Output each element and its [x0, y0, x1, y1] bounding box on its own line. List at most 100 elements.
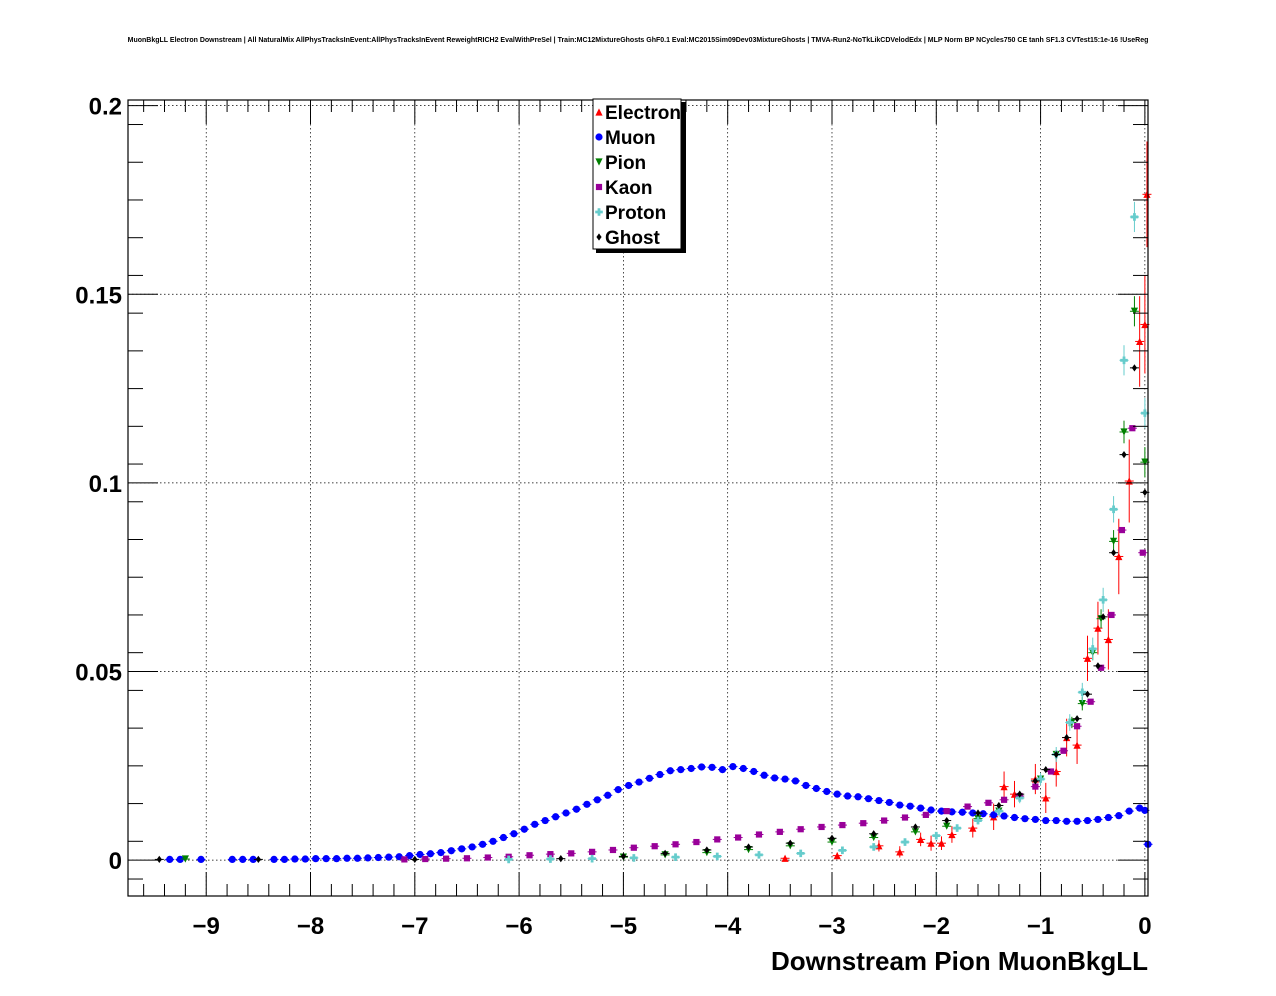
legend-label-ghost: Ghost: [605, 228, 661, 249]
data-point-electron: [781, 854, 789, 862]
data-point-muon: [937, 807, 946, 815]
data-point-muon: [1125, 807, 1133, 815]
data-point-pion: [870, 833, 878, 842]
data-point-muon: [374, 853, 382, 862]
data-point-muon: [625, 781, 633, 790]
data-point-muon: [614, 786, 622, 794]
data-point-kaon: [630, 844, 637, 851]
data-point-muon: [405, 852, 414, 860]
data-point-ghost: [156, 855, 162, 864]
data-point-ghost: [558, 855, 564, 863]
x-tick-label: −2: [923, 913, 950, 940]
data-point-muon: [1115, 812, 1123, 820]
data-point-muon: [166, 855, 174, 864]
data-point-ghost: [1032, 777, 1038, 785]
data-point-ghost: [1142, 488, 1148, 496]
data-point-proton: [671, 853, 680, 861]
data-point-electron: [833, 852, 841, 860]
data-point-ghost: [829, 834, 835, 842]
data-point-kaon: [818, 823, 825, 831]
data-point-pion: [1109, 537, 1118, 545]
data-point-ghost: [1100, 613, 1106, 621]
data-point-ghost: [996, 801, 1002, 810]
data-point-proton: [796, 849, 805, 858]
y-tick-label: 0: [109, 848, 122, 875]
data-point-kaon: [1129, 425, 1136, 432]
data-point-ghost: [975, 809, 981, 817]
data-point-electron: [1094, 624, 1102, 632]
y-tick-label: 0.2: [89, 94, 122, 121]
data-point-proton: [630, 854, 638, 862]
data-point-kaon: [422, 855, 429, 863]
data-point-muon: [979, 810, 987, 818]
data-point-kaon: [901, 814, 909, 821]
data-point-ghost: [1017, 790, 1023, 798]
data-point-kaon: [797, 826, 804, 833]
data-point-muon: [927, 806, 935, 814]
data-point-pion: [911, 828, 920, 836]
data-point-muon: [917, 804, 925, 812]
data-point-proton: [869, 843, 878, 851]
data-point-ghost: [1053, 750, 1059, 759]
data-point-ghost: [662, 849, 668, 857]
data-point-muon: [948, 808, 956, 816]
data-point-muon: [322, 855, 330, 863]
data-point-pion: [943, 822, 951, 830]
data-point-muon: [875, 796, 883, 805]
data-point-ghost: [1043, 766, 1049, 774]
data-point-ghost: [1121, 451, 1127, 459]
data-point-muon: [844, 792, 852, 800]
data-point-muon: [270, 855, 278, 864]
x-tick-label: −3: [818, 913, 845, 940]
data-point-muon: [426, 850, 435, 858]
data-point-kaon: [735, 834, 742, 841]
data-point-muon: [645, 774, 654, 782]
legend-label-muon: Muon: [605, 128, 656, 149]
data-point-electron: [1104, 635, 1112, 644]
legend: Electron Muon Pion Kaon Proton Ghost: [592, 98, 686, 253]
data-point-muon: [990, 811, 998, 819]
data-point-muon: [541, 816, 549, 825]
data-point-muon: [760, 771, 768, 779]
data-point-proton: [1088, 645, 1097, 653]
legend-box: [592, 98, 682, 250]
data-point-ghost: [255, 855, 261, 864]
data-point-muon: [896, 801, 904, 809]
data-point-ghost: [1110, 549, 1117, 557]
data-point-muon: [1021, 815, 1029, 823]
data-point-muon: [489, 837, 497, 845]
data-point-muon: [1083, 816, 1092, 825]
data-point-muon: [958, 808, 966, 816]
data-point-muon: [854, 793, 862, 801]
data-point-muon: [1094, 815, 1102, 824]
data-point-muon: [708, 763, 716, 771]
data-point-ghost: [1074, 715, 1080, 723]
data-point-muon: [906, 802, 914, 810]
data-point-kaon: [1073, 723, 1081, 730]
data-point-muon: [687, 764, 695, 773]
data-point-proton: [901, 838, 909, 846]
data-point-kaon: [881, 817, 888, 824]
legend-marker-pion: [595, 158, 603, 166]
data-point-muon: [531, 820, 539, 828]
data-point-proton: [1120, 356, 1128, 365]
data-point-muon: [353, 854, 362, 862]
data-point-muon: [458, 845, 466, 853]
data-point-kaon: [484, 854, 491, 861]
data-point-muon: [301, 855, 309, 863]
data-point-kaon: [651, 843, 658, 850]
data-point-electron: [1042, 794, 1050, 802]
series-ghost: [154, 364, 1150, 864]
data-point-muon: [812, 784, 820, 793]
data-point-electron: [1141, 320, 1149, 329]
data-point-ghost: [1131, 364, 1138, 372]
data-point-muon: [1104, 813, 1112, 822]
data-point-kaon: [839, 821, 846, 829]
data-point-muon: [635, 778, 643, 786]
data-point-muon: [583, 800, 591, 808]
data-point-proton: [1078, 688, 1087, 697]
data-point-kaon: [985, 799, 992, 806]
data-point-kaon: [1087, 698, 1094, 705]
data-point-muon: [479, 840, 487, 848]
data-point-muon: [677, 766, 685, 774]
